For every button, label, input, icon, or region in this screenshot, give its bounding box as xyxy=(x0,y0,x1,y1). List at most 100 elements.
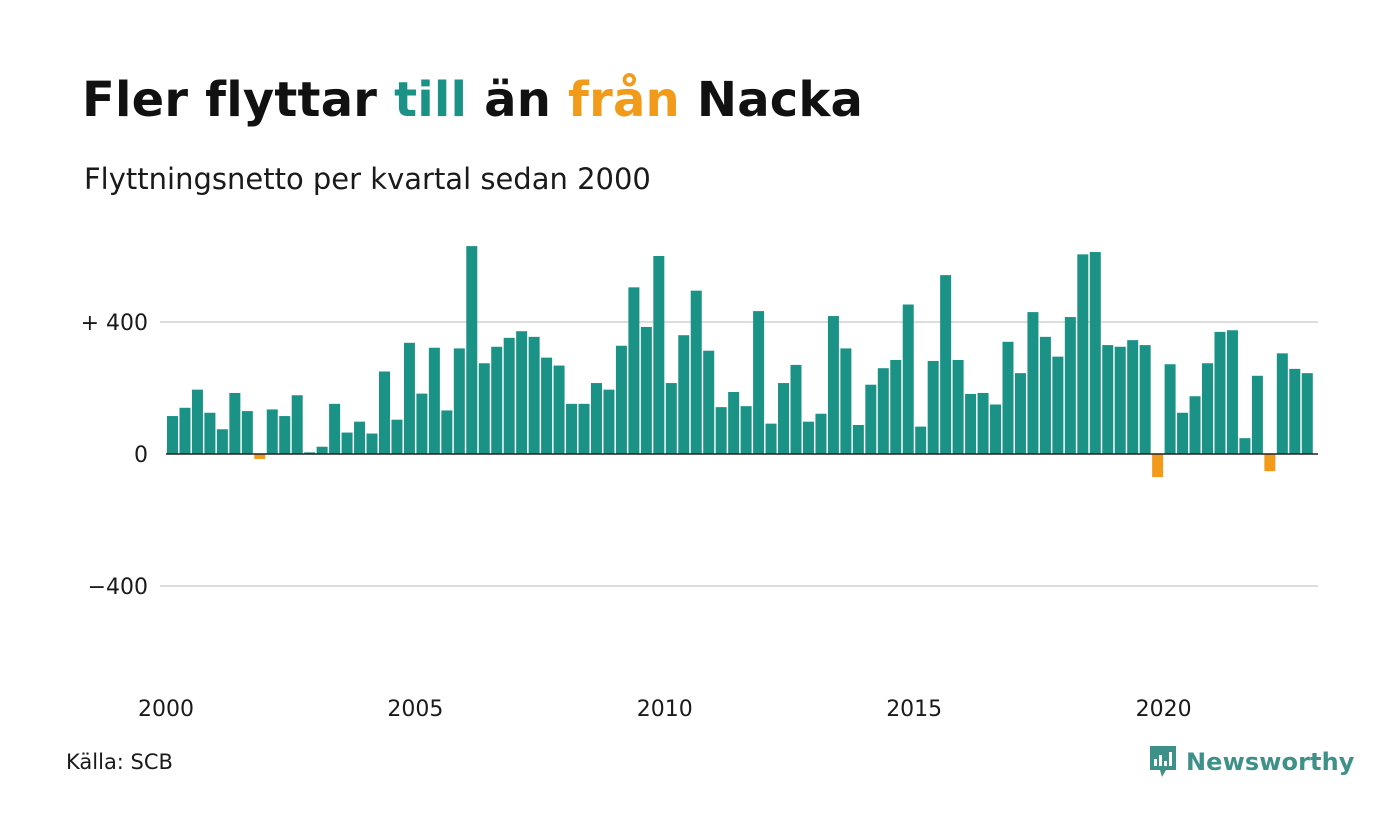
bar xyxy=(852,424,864,454)
y-tick-label: −400 xyxy=(88,575,148,600)
bar xyxy=(740,406,752,454)
bar xyxy=(615,345,627,454)
chart-subtitle: Flyttningsnetto per kvartal sedan 2000 xyxy=(84,162,651,196)
bar xyxy=(1164,364,1176,454)
bar xyxy=(1289,368,1301,454)
bar xyxy=(778,383,790,454)
bar xyxy=(403,342,415,454)
bar xyxy=(291,395,303,454)
bar xyxy=(1077,254,1089,454)
bar xyxy=(179,407,191,454)
bar xyxy=(578,403,590,454)
grid-lines xyxy=(160,321,1318,587)
bar xyxy=(366,433,378,454)
bar xyxy=(1189,396,1201,454)
bar xyxy=(802,421,814,454)
bar xyxy=(728,391,740,454)
bar xyxy=(1226,330,1238,454)
bar xyxy=(329,403,341,454)
bar xyxy=(416,393,428,454)
bar xyxy=(827,316,839,454)
bar xyxy=(877,368,889,454)
bar xyxy=(466,246,478,454)
bar xyxy=(1127,340,1139,454)
bar xyxy=(990,404,1002,454)
x-tick-label: 2010 xyxy=(637,697,693,722)
bar xyxy=(715,407,727,454)
bar xyxy=(441,410,453,454)
bar xyxy=(1052,356,1064,454)
bar xyxy=(1177,412,1189,454)
bar xyxy=(1202,363,1214,454)
bar xyxy=(678,335,690,454)
bar xyxy=(1039,336,1051,454)
bars xyxy=(167,246,1313,478)
bar xyxy=(541,357,553,454)
bar xyxy=(391,419,403,454)
source-note: Källa: SCB xyxy=(66,750,173,774)
bar xyxy=(1264,454,1276,472)
bar xyxy=(516,331,528,454)
bar xyxy=(428,347,440,454)
bar xyxy=(640,326,652,454)
chart-title: Fler flyttar till än från Nacka xyxy=(82,72,863,128)
bar xyxy=(628,287,640,454)
bar xyxy=(266,409,278,454)
x-tick-label: 2015 xyxy=(886,697,942,722)
bar xyxy=(977,392,989,454)
bar xyxy=(528,336,540,454)
title-part-5: Nacka xyxy=(679,72,864,128)
axes: + 400 0 −400 2000 2005 2010 2015 2020 xyxy=(81,311,1318,722)
bar xyxy=(1239,438,1251,454)
bar xyxy=(603,389,615,454)
bar xyxy=(815,413,827,454)
bar xyxy=(790,364,802,454)
bar xyxy=(965,393,977,454)
bar xyxy=(927,360,939,454)
bar xyxy=(1114,346,1126,454)
title-part-till: till xyxy=(394,72,468,128)
bar xyxy=(1251,375,1263,454)
x-tick-label: 2005 xyxy=(387,697,443,722)
brand-logo: Newsworthy xyxy=(1148,744,1355,780)
x-tick-label: 2020 xyxy=(1136,697,1192,722)
bar xyxy=(241,411,253,454)
bar xyxy=(865,384,877,454)
newsworthy-chart-bubble-icon xyxy=(1150,746,1176,777)
bar xyxy=(1152,454,1164,478)
bar xyxy=(216,429,228,454)
bar xyxy=(553,365,565,454)
bar xyxy=(1139,345,1151,454)
bar xyxy=(1301,373,1313,454)
bar xyxy=(378,371,390,454)
bar xyxy=(690,290,702,454)
bar xyxy=(753,311,765,454)
bar xyxy=(1214,331,1226,454)
bar xyxy=(204,412,216,454)
bar xyxy=(316,446,328,454)
bar xyxy=(890,359,902,454)
bar xyxy=(1064,317,1076,454)
title-part-3: än xyxy=(467,72,568,128)
brand-name: Newsworthy xyxy=(1186,748,1355,776)
bar xyxy=(1002,341,1014,454)
title-part-1: Fler flyttar xyxy=(82,72,395,128)
bar xyxy=(1089,252,1101,454)
bar xyxy=(566,403,578,454)
bar xyxy=(478,363,490,454)
bar xyxy=(1014,373,1026,454)
bar xyxy=(491,346,503,454)
bar xyxy=(503,337,515,454)
bar xyxy=(940,275,952,454)
bar xyxy=(653,256,665,454)
bar xyxy=(191,389,203,454)
bar xyxy=(1027,312,1039,454)
bar xyxy=(167,416,178,454)
y-tick-label: + 400 xyxy=(81,311,148,336)
bar xyxy=(915,426,927,454)
bar xyxy=(952,359,964,454)
bar xyxy=(902,304,914,454)
x-tick-label: 2000 xyxy=(138,697,194,722)
bar xyxy=(254,454,266,459)
